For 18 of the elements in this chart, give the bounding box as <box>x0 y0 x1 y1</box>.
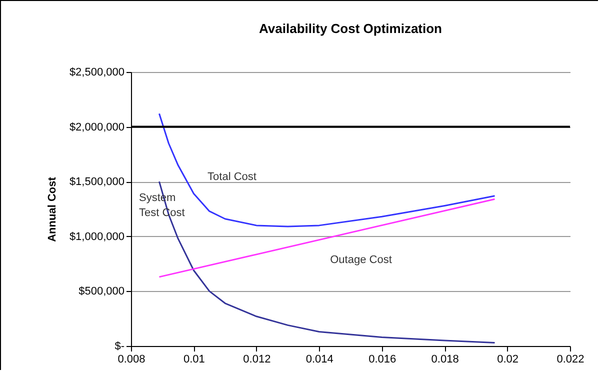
y-tick-label: $1,000,000 <box>69 230 124 243</box>
x-tick-label: 0.016 <box>368 354 396 366</box>
y-axis-title: Annual Cost <box>46 176 58 242</box>
x-tick-label: 0.022 <box>556 354 584 366</box>
y-tick-label: $- <box>114 340 125 352</box>
y-tick-label: $500,000 <box>78 286 124 298</box>
chart-title: Availability Cost Optimization <box>259 21 442 36</box>
series-label: Total Cost <box>208 171 256 183</box>
y-tick-label: $2,500,000 <box>69 66 124 78</box>
series-label: Outage Cost <box>330 254 392 266</box>
y-tick-label: $1,500,000 <box>69 176 124 188</box>
x-tick-label: 0.02 <box>497 354 518 366</box>
x-tick-label: 0.012 <box>243 354 271 366</box>
x-tick-label: 0.014 <box>306 354 334 366</box>
y-tick-label: $2,000,000 <box>69 121 124 134</box>
x-tick-label: 0.018 <box>431 354 459 366</box>
x-tick-label: 0.008 <box>118 354 146 366</box>
x-tick-label: 0.01 <box>184 354 205 366</box>
